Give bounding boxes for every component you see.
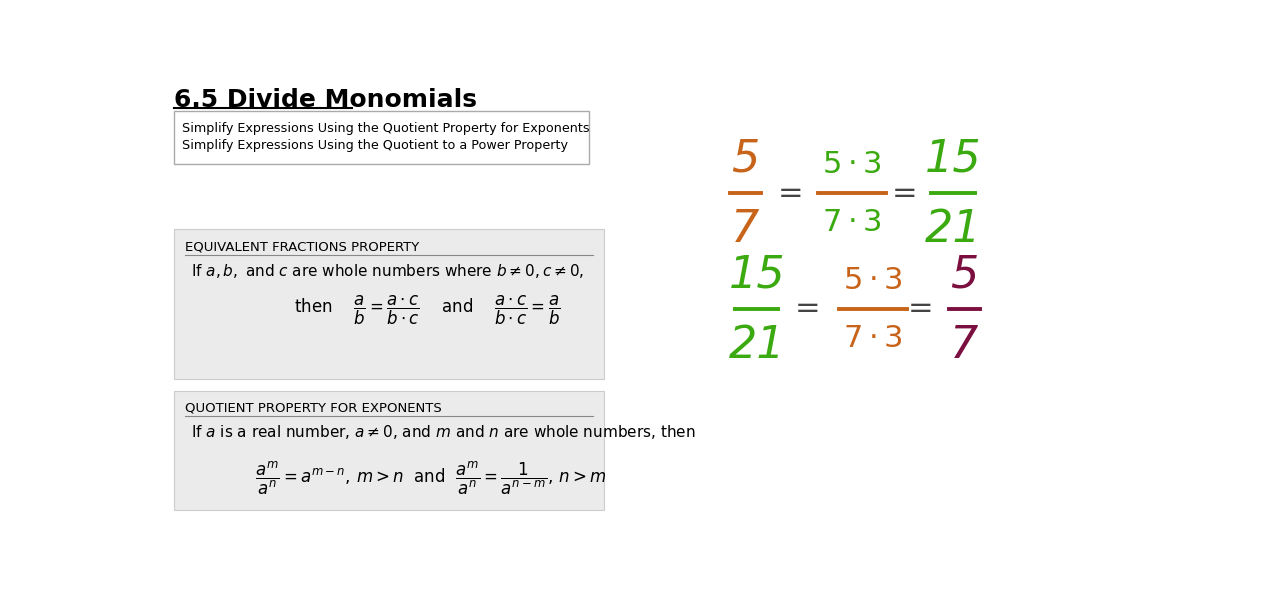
Text: =: = [777,179,803,207]
Text: $5 \cdot 3$: $5 \cdot 3$ [844,266,902,295]
Text: 5: 5 [950,254,979,296]
Text: If $a$ is a real number, $a \neq 0$, and $m$ and $n$ are whole numbers, then: If $a$ is a real number, $a \neq 0$, and… [191,423,695,441]
Text: Simplify Expressions Using the Quotient to a Power Property: Simplify Expressions Using the Quotient … [182,139,568,152]
Text: =: = [795,294,820,323]
Text: 5: 5 [731,138,759,181]
FancyBboxPatch shape [174,391,604,510]
FancyBboxPatch shape [174,229,604,379]
Text: If $a, b,$ and $c$ are whole numbers where $b \neq 0, c \neq 0,$: If $a, b,$ and $c$ are whole numbers whe… [191,261,584,280]
Text: $7 \cdot 3$: $7 \cdot 3$ [822,209,882,238]
Text: =: = [909,294,934,323]
Text: =: = [892,179,918,207]
Text: 6.5 Divide Monomials: 6.5 Divide Monomials [174,88,477,112]
Text: EQUIVALENT FRACTIONS PROPERTY: EQUIVALENT FRACTIONS PROPERTY [184,240,419,253]
Text: 7: 7 [731,209,759,252]
Text: $5 \cdot 3$: $5 \cdot 3$ [822,150,882,179]
Text: $\dfrac{a^m}{a^n} = a^{m-n},\, m > n$  and  $\dfrac{a^m}{a^n} = \dfrac{1}{a^{n-m: $\dfrac{a^m}{a^n} = a^{m-n},\, m > n$ an… [255,460,607,497]
Text: 21: 21 [728,324,785,367]
Text: 15: 15 [924,138,982,181]
Text: then $\quad\dfrac{a}{b} = \dfrac{a \cdot c}{b \cdot c}\quad$ and $\quad\dfrac{a : then $\quad\dfrac{a}{b} = \dfrac{a \cdot… [294,294,561,327]
Text: QUOTIENT PROPERTY FOR EXPONENTS: QUOTIENT PROPERTY FOR EXPONENTS [184,402,442,415]
FancyBboxPatch shape [174,111,589,164]
Text: $7 \cdot 3$: $7 \cdot 3$ [844,324,902,353]
Text: 21: 21 [924,209,982,252]
Text: Simplify Expressions Using the Quotient Property for Exponents: Simplify Expressions Using the Quotient … [182,122,589,135]
Text: 15: 15 [728,254,785,296]
Text: 7: 7 [950,324,979,367]
